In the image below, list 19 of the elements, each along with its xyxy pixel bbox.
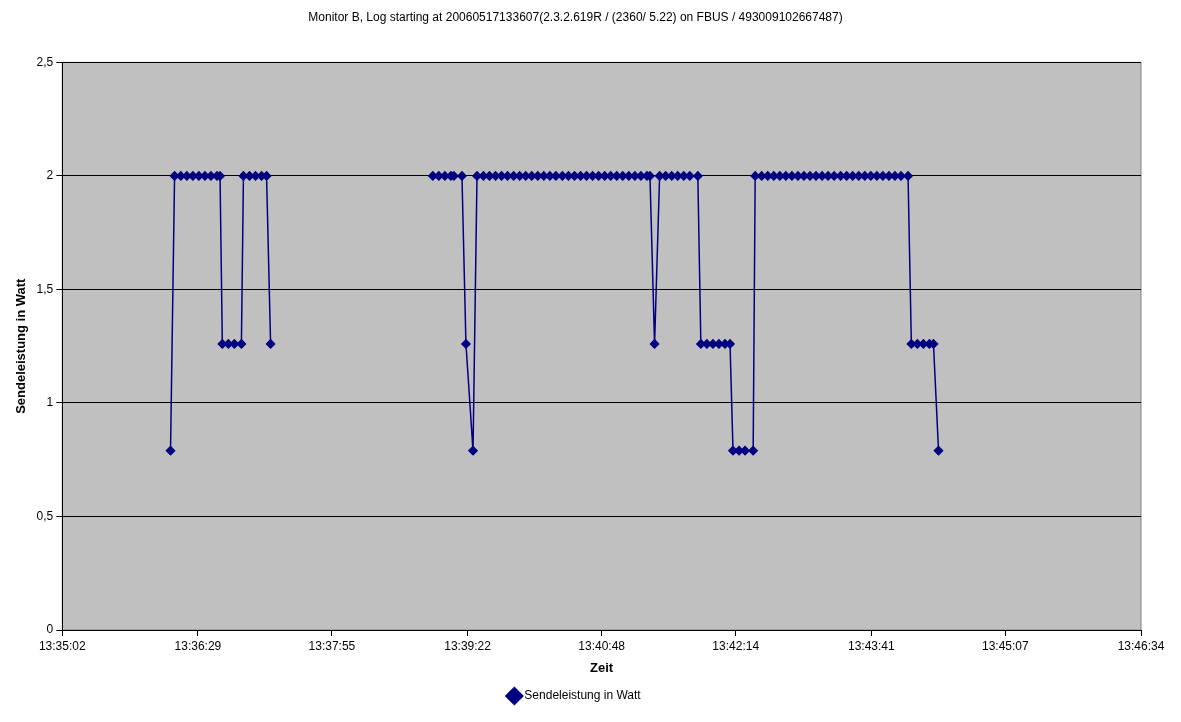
x-tick-label: 13:36:29 [174, 638, 222, 653]
legend-label: Sendeleistung in Watt [524, 688, 642, 703]
y-tick-label: 2 [46, 168, 54, 183]
x-axis-title: Zeit [590, 659, 614, 675]
y-tick-label: 0,5 [36, 508, 54, 523]
y-tick-label: 0 [46, 622, 54, 637]
x-tick-label: 13:42:14 [712, 638, 760, 653]
x-tick-label: 13:45:07 [982, 638, 1030, 653]
x-tick-label: 13:40:48 [578, 638, 626, 653]
x-tick-label: 13:39:22 [444, 638, 492, 653]
x-tick-label: 13:46:34 [1117, 638, 1165, 653]
y-tick-label: 1,5 [36, 281, 54, 296]
x-tick-label: 13:35:02 [38, 638, 86, 653]
chart-title: Monitor B, Log starting at 20060517133607(2.3.2.619R / (2360/ 5.22) on FBUS / 493009102667487) [308, 9, 843, 24]
y-tick-label: 2,5 [36, 54, 54, 69]
y-axis-title: Sendeleistung in Watt [13, 277, 29, 414]
y-tick-label: 1 [46, 395, 54, 410]
x-tick-label: 13:37:55 [308, 638, 356, 653]
x-tick-label: 13:43:41 [847, 638, 896, 653]
